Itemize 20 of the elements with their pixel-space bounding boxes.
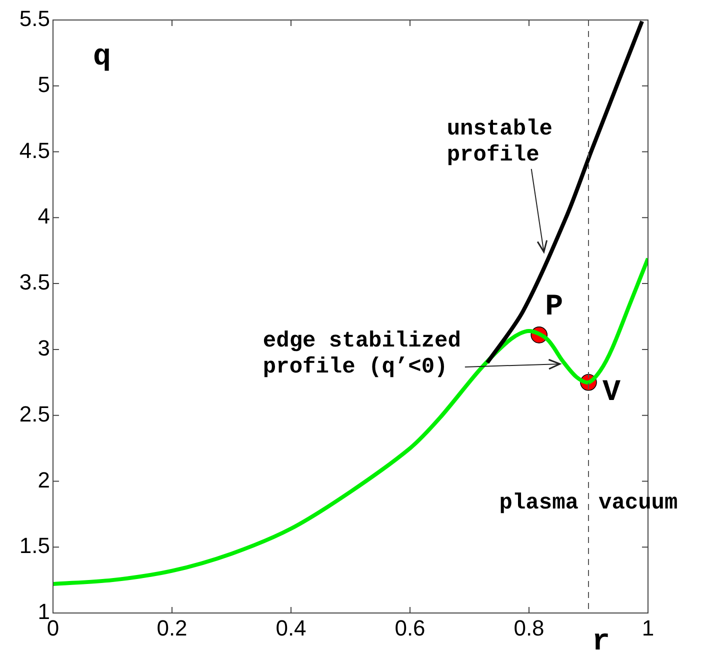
y-tick-label: 5.5 bbox=[19, 6, 50, 32]
y-tick-label: 4.5 bbox=[19, 138, 50, 163]
y-tick-label: 3.5 bbox=[19, 270, 50, 295]
y-tick-label: 4 bbox=[38, 204, 50, 229]
annotation: V bbox=[602, 376, 621, 410]
x-tick-label: 0.6 bbox=[394, 615, 426, 640]
y-axis-title: q bbox=[93, 40, 112, 75]
x-tick-label: 0.4 bbox=[276, 615, 306, 640]
y-tick-label: 5 bbox=[38, 72, 50, 97]
x-tick-label: 0.2 bbox=[156, 615, 188, 640]
y-tick-label: 2.5 bbox=[19, 401, 50, 426]
annotation: unstable profile bbox=[446, 116, 552, 168]
annotation: P bbox=[545, 290, 564, 325]
y-tick-label: 1.5 bbox=[19, 533, 50, 558]
x-tick-label: 1 bbox=[642, 615, 654, 640]
y-tick-label: 2 bbox=[38, 467, 50, 492]
x-axis-title: r bbox=[592, 626, 610, 652]
annotation: edge stabilized profile (q’<0) bbox=[262, 328, 461, 380]
y-tick-label: 3 bbox=[38, 336, 50, 361]
x-tick-label: 0.8 bbox=[514, 615, 544, 640]
